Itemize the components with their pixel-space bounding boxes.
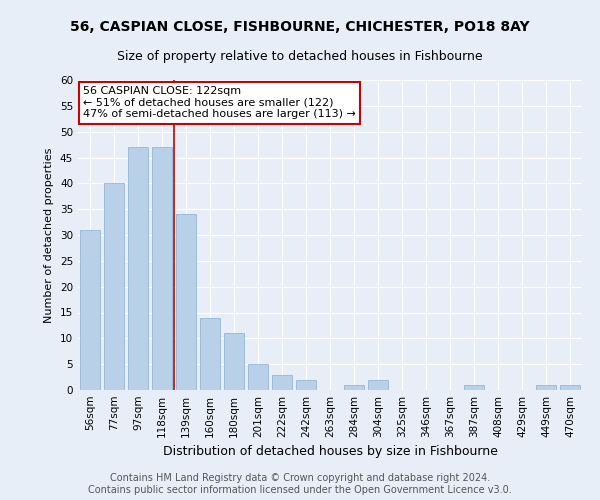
Bar bbox=[104, 184, 124, 390]
Bar bbox=[296, 380, 316, 390]
Text: Contains HM Land Registry data © Crown copyright and database right 2024.
Contai: Contains HM Land Registry data © Crown c… bbox=[88, 474, 512, 495]
Text: 56, CASPIAN CLOSE, FISHBOURNE, CHICHESTER, PO18 8AY: 56, CASPIAN CLOSE, FISHBOURNE, CHICHESTE… bbox=[70, 20, 530, 34]
Bar bbox=[176, 214, 196, 390]
Bar bbox=[200, 318, 220, 390]
Bar bbox=[80, 230, 100, 390]
Text: Size of property relative to detached houses in Fishbourne: Size of property relative to detached ho… bbox=[117, 50, 483, 63]
Y-axis label: Number of detached properties: Number of detached properties bbox=[44, 148, 55, 322]
Bar bbox=[272, 374, 292, 390]
Bar bbox=[536, 385, 556, 390]
Bar bbox=[344, 385, 364, 390]
Bar bbox=[224, 333, 244, 390]
Bar bbox=[368, 380, 388, 390]
Bar bbox=[128, 147, 148, 390]
Bar bbox=[464, 385, 484, 390]
Bar bbox=[248, 364, 268, 390]
Text: 56 CASPIAN CLOSE: 122sqm
← 51% of detached houses are smaller (122)
47% of semi-: 56 CASPIAN CLOSE: 122sqm ← 51% of detach… bbox=[83, 86, 356, 120]
Bar bbox=[152, 147, 172, 390]
X-axis label: Distribution of detached houses by size in Fishbourne: Distribution of detached houses by size … bbox=[163, 446, 497, 458]
Bar bbox=[560, 385, 580, 390]
